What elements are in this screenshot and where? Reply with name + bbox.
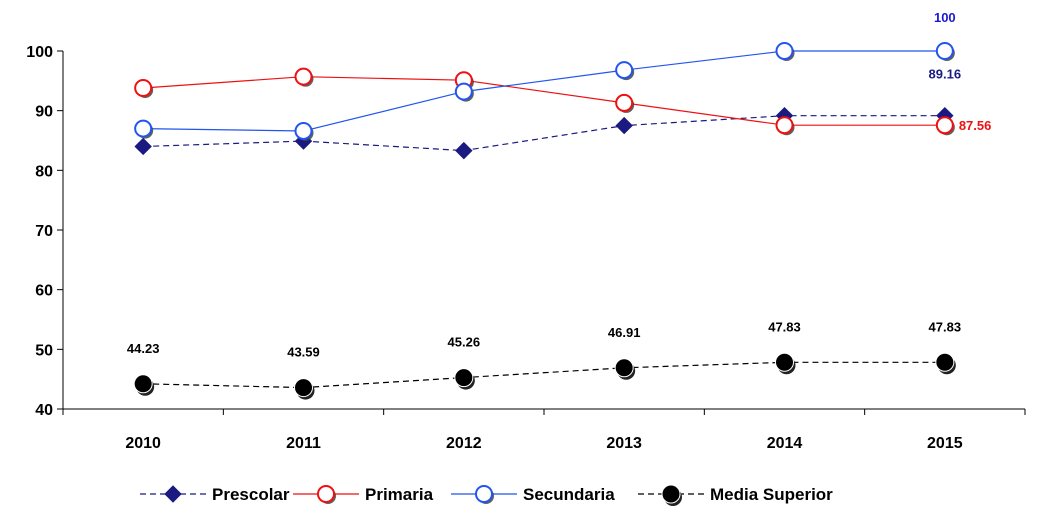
point-media-superior <box>294 378 313 398</box>
legend-label-prescolar: Prescolar <box>212 485 290 504</box>
data-label-media-superior: 47.83 <box>929 319 962 334</box>
legend-marker-secundaria <box>475 485 493 503</box>
y-tick-label: 80 <box>35 163 53 180</box>
legend-item-primaria: Primaria <box>293 485 434 504</box>
point-media-superior <box>935 352 955 372</box>
series-layer <box>133 42 956 400</box>
legend: Prescolar Primaria Secundaria Media Superio… <box>140 484 833 506</box>
y-tick-label: 90 <box>35 104 53 121</box>
legend-label-secundaria: Secundaria <box>523 485 615 504</box>
series-media-superior <box>133 352 956 400</box>
data-label-media-superior: 43.59 <box>287 345 320 360</box>
legend-marker-prescolar <box>164 485 182 503</box>
legend-label-media-superior: Media Superior <box>710 485 833 504</box>
y-tick-label: 70 <box>35 223 53 240</box>
data-label-prescolar: 89.16 <box>929 67 962 82</box>
y-tick-label: 40 <box>35 402 53 419</box>
data-label-media-superior: 47.83 <box>768 319 801 334</box>
series-line-media-superior <box>143 361 945 389</box>
legend-marker-primaria <box>317 485 335 503</box>
series-line-secundaria <box>143 50 945 132</box>
point-primaria <box>615 93 634 112</box>
y-tick-label: 100 <box>26 44 53 61</box>
legend-item-prescolar: Prescolar <box>140 485 290 504</box>
legend-marker-media-superior <box>661 484 681 504</box>
data-labels: 89.16 87.56 100 44.23 43.59 45.26 46.91 47.83 47… <box>127 10 991 360</box>
point-secundaria <box>294 121 313 140</box>
x-tick-label: 2014 <box>767 435 803 452</box>
y-tick-label: 60 <box>35 283 53 300</box>
point-media-superior <box>133 374 153 394</box>
series-secundaria <box>134 42 955 141</box>
legend-item-secundaria: Secundaria <box>451 485 615 504</box>
point-media-superior <box>775 352 794 372</box>
point-media-superior <box>454 368 474 388</box>
series-line-primaria <box>143 76 945 126</box>
x-tick-label: 2015 <box>927 435 963 452</box>
point-media-superior <box>614 358 634 378</box>
data-label-media-superior: 46.91 <box>608 325 641 340</box>
legend-label-primaria: Primaria <box>365 485 434 504</box>
point-secundaria <box>615 61 634 80</box>
point-prescolar <box>455 141 473 160</box>
data-label-primaria: 87.56 <box>959 118 992 133</box>
point-secundaria <box>134 119 153 138</box>
x-tick-label: 2013 <box>606 435 642 452</box>
point-primaria <box>134 78 153 97</box>
x-tick-label: 2010 <box>125 435 161 452</box>
point-prescolar <box>134 137 152 156</box>
point-primaria <box>935 116 954 135</box>
y-tick-label: 50 <box>35 342 53 359</box>
data-label-media-superior: 45.26 <box>448 335 481 350</box>
x-tick-label: 2011 <box>286 435 321 452</box>
legend-item-media-superior: Media Superior <box>638 484 833 506</box>
series-line-prescolar <box>143 115 945 152</box>
point-primaria <box>775 116 794 135</box>
point-secundaria <box>935 42 954 60</box>
point-prescolar <box>615 116 633 135</box>
point-primaria <box>294 67 313 86</box>
series-primaria <box>134 67 955 136</box>
data-label-media-superior: 44.23 <box>127 341 160 356</box>
series-prescolar <box>134 106 954 160</box>
data-label-secundaria: 100 <box>934 10 956 25</box>
point-secundaria <box>775 42 794 60</box>
axes: 40 50 60 70 80 90 100 2010 2011 2012 2013 2014 2015 <box>26 44 1026 452</box>
point-secundaria <box>454 82 473 101</box>
x-tick-label: 2012 <box>446 435 482 452</box>
